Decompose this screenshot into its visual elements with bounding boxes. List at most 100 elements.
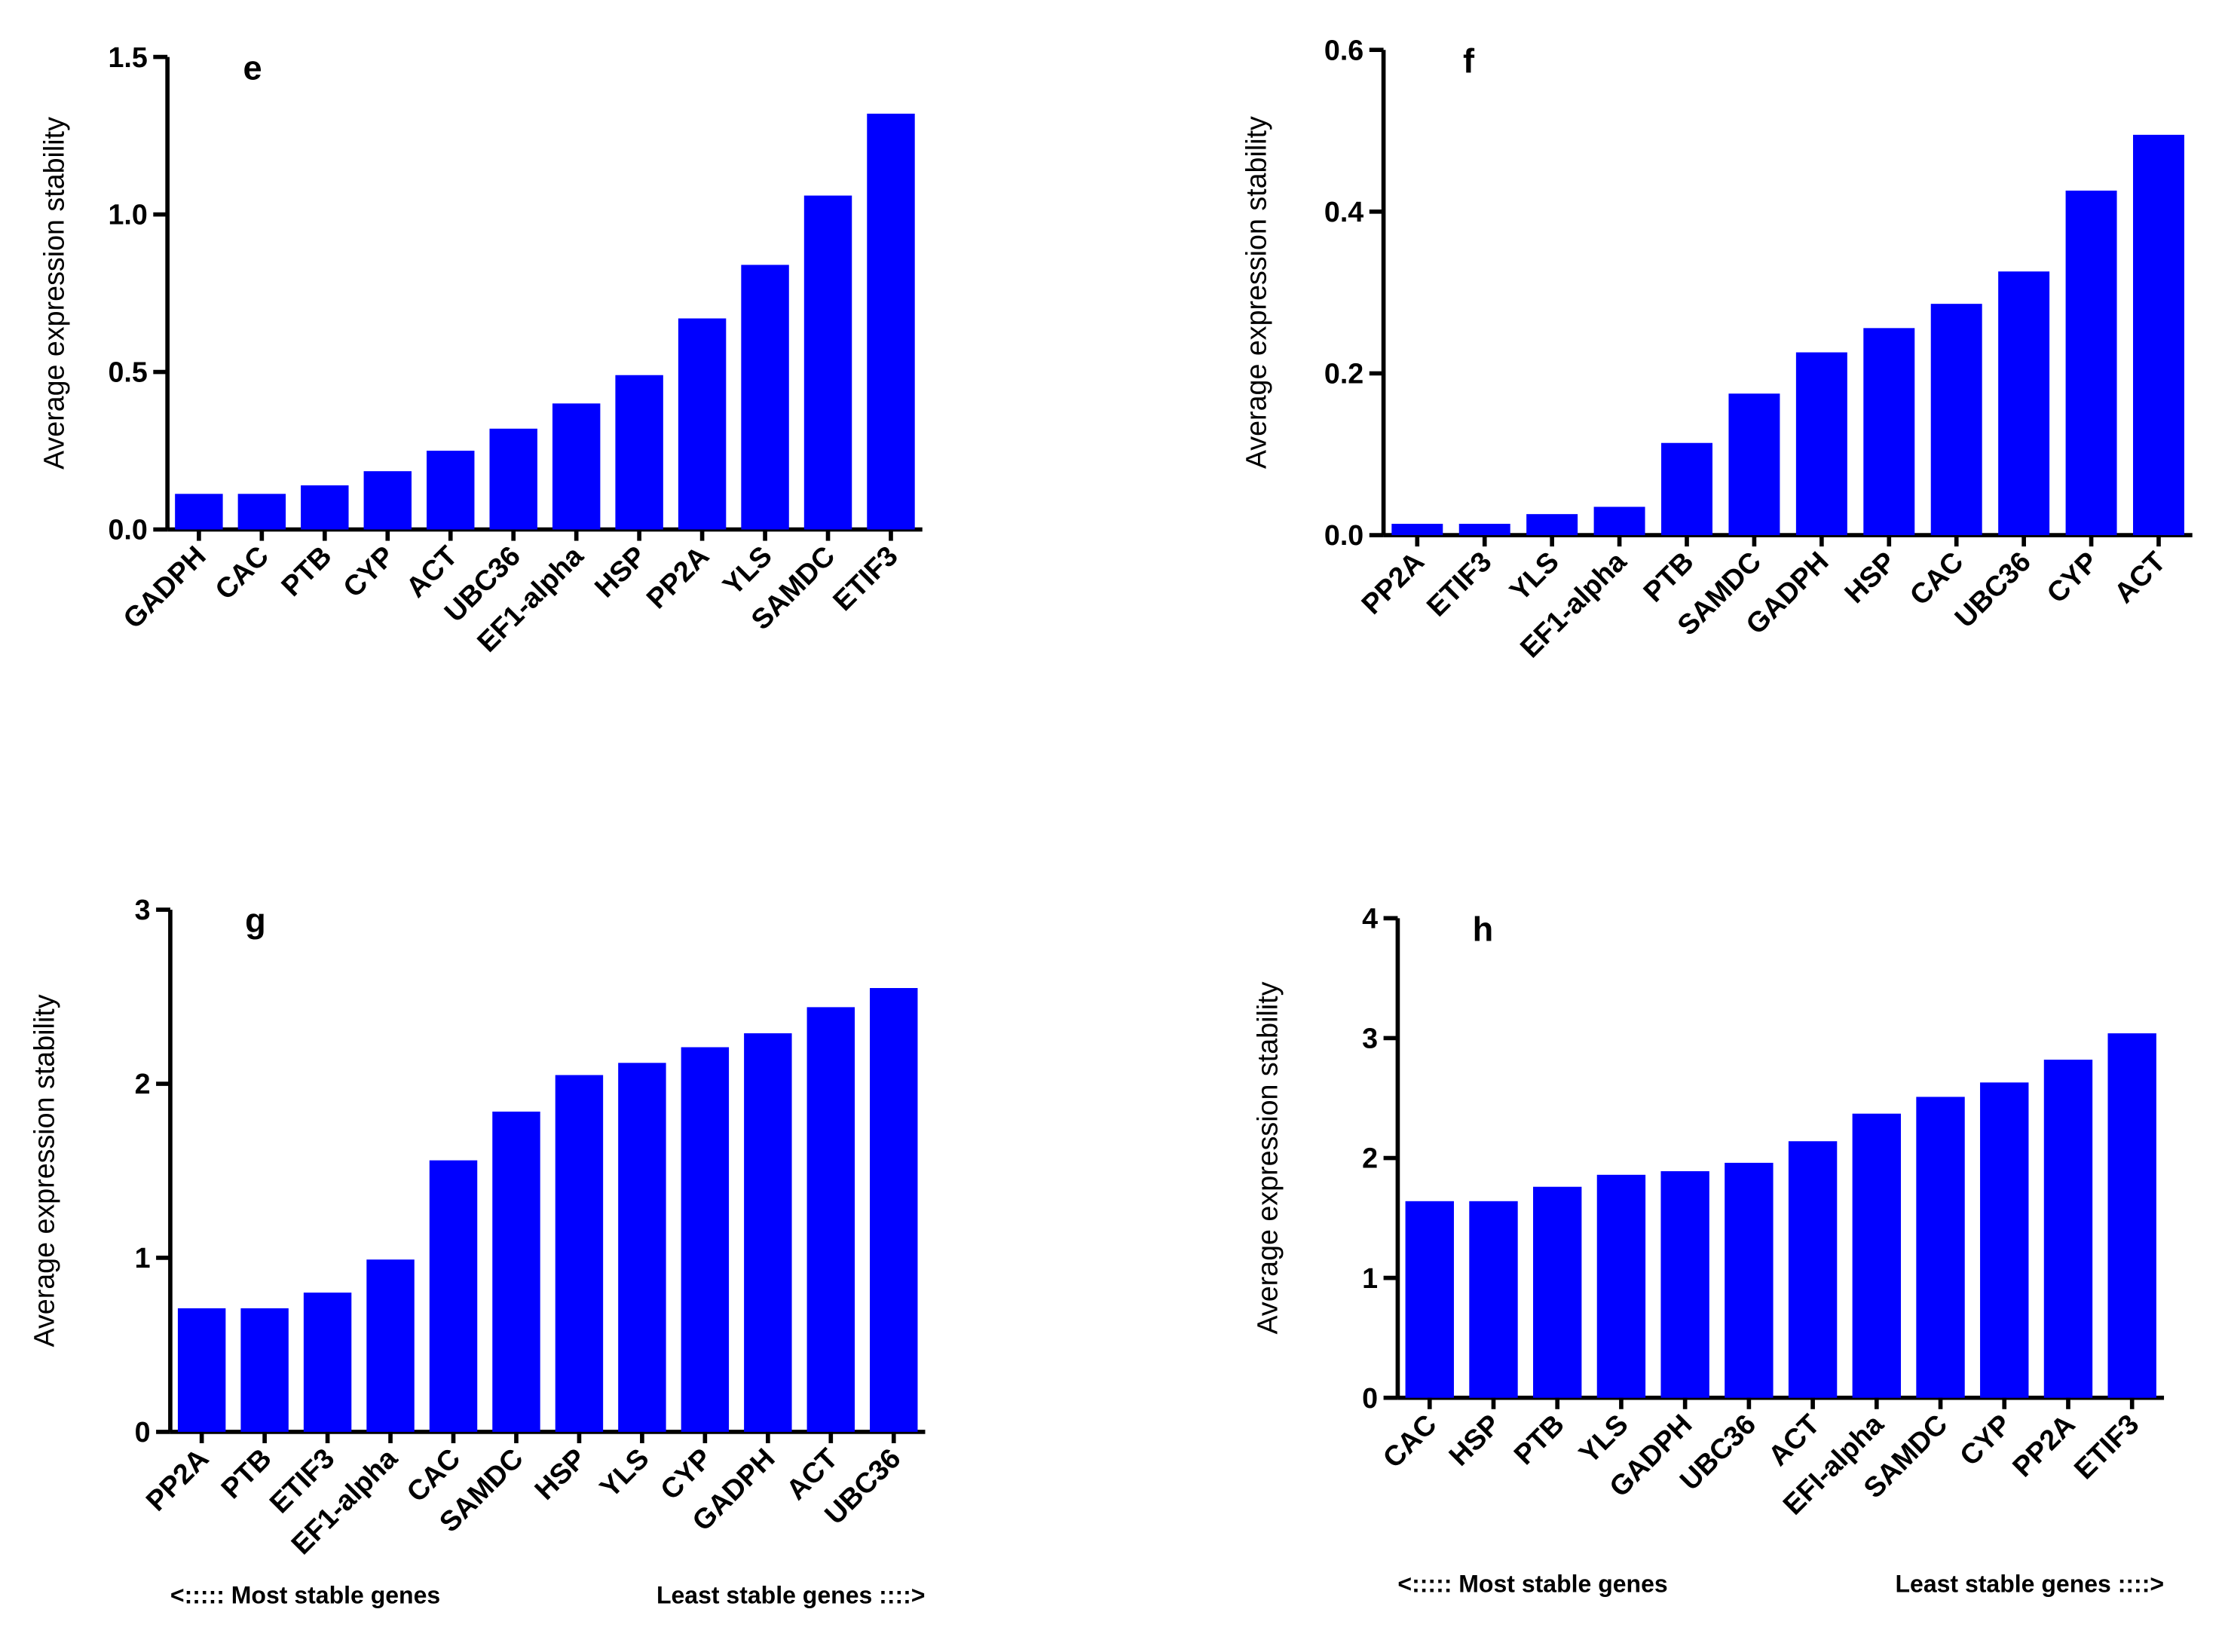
- y-tick-label: 0.4: [1324, 196, 1363, 228]
- y-tick-label: 4: [1362, 903, 1378, 935]
- bar: [1852, 1113, 1902, 1398]
- bar: [1788, 1141, 1838, 1398]
- bar: [1469, 1201, 1518, 1398]
- y-axis-label: Average expression stability: [1240, 116, 1272, 469]
- bar: [870, 987, 918, 1432]
- x-tick-label: PTB: [275, 540, 338, 602]
- bar: [177, 1308, 226, 1432]
- x-tick-label: CAC: [209, 540, 274, 605]
- bar: [1660, 1171, 1709, 1398]
- y-tick-label: 1.0: [108, 199, 147, 231]
- bar: [1980, 1082, 2029, 1398]
- x-tick-label: ETIF3: [1421, 546, 1498, 623]
- y-tick-label: 2: [135, 1068, 151, 1100]
- bar: [2065, 190, 2117, 536]
- bar: [301, 485, 349, 530]
- annotation: Least stable genes ::::>: [656, 1582, 926, 1609]
- bar: [489, 428, 537, 530]
- bar: [1795, 352, 1847, 536]
- bar: [1391, 524, 1443, 536]
- x-tick-label: ETIF3: [2067, 1408, 2144, 1485]
- y-tick-label: 3: [1362, 1023, 1378, 1054]
- x-tick-label: ETIF3: [827, 540, 904, 616]
- x-tick-label: YLS: [593, 1442, 654, 1504]
- bar: [741, 265, 789, 530]
- bar: [1728, 393, 1780, 536]
- bar: [175, 494, 223, 530]
- x-tick-label: PP2A: [1355, 546, 1430, 620]
- bar: [1458, 524, 1510, 536]
- annotation: Least stable genes ::::>: [1895, 1571, 2164, 1598]
- x-tick-label: PP2A: [2006, 1408, 2081, 1482]
- y-tick-label: 2: [1362, 1143, 1378, 1174]
- bar: [806, 1007, 855, 1432]
- bar: [240, 1308, 289, 1432]
- bar: [618, 1063, 666, 1432]
- bar: [867, 113, 915, 530]
- annotation: <::::: Most stable genes: [170, 1582, 440, 1609]
- bar: [1405, 1201, 1454, 1398]
- panel-label: f: [1463, 41, 1475, 80]
- annotation: <::::: Most stable genes: [1397, 1571, 1667, 1598]
- bar: [2133, 134, 2184, 536]
- bar: [492, 1111, 540, 1432]
- y-axis-label: Average expression stability: [29, 994, 60, 1347]
- panel-label: h: [1473, 910, 1494, 948]
- bar: [1930, 304, 1982, 536]
- y-tick-label: 1: [135, 1242, 151, 1274]
- bar: [803, 195, 852, 530]
- x-tick-label: HSP: [1443, 1408, 1506, 1471]
- bar: [555, 1075, 604, 1432]
- panel-label: g: [245, 901, 266, 940]
- bar: [427, 451, 475, 530]
- x-tick-label: PP2A: [640, 540, 715, 614]
- x-tick-label: GADPH: [117, 540, 212, 635]
- bar: [1998, 271, 2050, 536]
- y-tick-label: 0.2: [1324, 358, 1363, 390]
- y-tick-label: 0.0: [1324, 519, 1363, 551]
- bar: [1596, 1174, 1646, 1398]
- bar: [1863, 328, 1915, 536]
- bar: [552, 403, 601, 530]
- bar: [363, 471, 412, 530]
- panel-label: e: [243, 49, 262, 87]
- y-tick-label: 0.5: [108, 356, 147, 388]
- x-tick-label: UBC36: [1948, 546, 2037, 634]
- bar: [744, 1033, 792, 1432]
- x-tick-label: CYP: [337, 540, 400, 603]
- x-tick-label: ACT: [2108, 546, 2171, 609]
- x-tick-label: HSP: [1838, 546, 1902, 609]
- x-tick-label: PTB: [1507, 1408, 1570, 1470]
- bar: [1533, 1186, 1582, 1398]
- y-tick-label: 0: [135, 1416, 151, 1448]
- bar: [615, 375, 663, 530]
- x-tick-label: HSP: [528, 1442, 592, 1506]
- bar: [303, 1293, 352, 1432]
- x-tick-label: YLS: [1504, 546, 1565, 607]
- bar: [429, 1160, 478, 1432]
- bar: [681, 1047, 730, 1432]
- bar: [366, 1259, 415, 1432]
- y-tick-label: 0: [1362, 1382, 1378, 1414]
- bar: [678, 318, 727, 530]
- y-axis-label: Average expression stability: [38, 117, 70, 470]
- y-tick-label: 1: [1362, 1262, 1378, 1294]
- x-tick-label: PP2A: [139, 1442, 214, 1517]
- bar: [1916, 1097, 1965, 1398]
- y-tick-label: 1.5: [108, 41, 147, 73]
- bar: [237, 494, 286, 530]
- bar: [2107, 1033, 2156, 1398]
- y-tick-label: 3: [135, 894, 151, 925]
- x-tick-label: CYP: [2040, 546, 2104, 609]
- bar: [1593, 506, 1645, 536]
- y-tick-label: 0.0: [108, 514, 147, 546]
- bar: [1526, 514, 1578, 536]
- x-tick-label: CAC: [1376, 1408, 1442, 1473]
- bar: [2043, 1060, 2093, 1398]
- y-tick-label: 0.6: [1324, 34, 1363, 66]
- bar: [1661, 442, 1712, 536]
- bar: [1725, 1162, 1774, 1398]
- y-axis-label: Average expression stability: [1251, 981, 1283, 1334]
